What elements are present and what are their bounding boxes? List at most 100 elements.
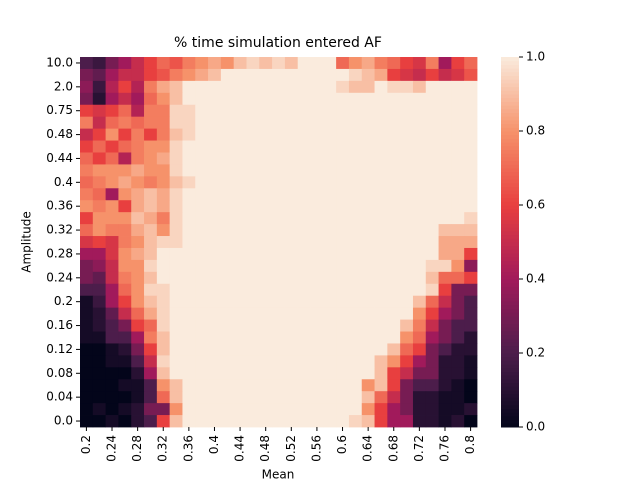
heatmap-cell	[92, 307, 107, 320]
heatmap-cell	[374, 307, 388, 320]
heatmap-cell	[464, 295, 478, 309]
heatmap-cell	[195, 188, 209, 201]
heatmap-cell	[425, 188, 439, 201]
heatmap-cell	[348, 271, 363, 285]
heatmap-cell	[284, 415, 299, 428]
heatmap-cell	[259, 176, 273, 189]
heatmap-cell	[105, 200, 119, 213]
heatmap-cell	[361, 259, 375, 273]
heatmap-cell	[169, 355, 183, 368]
heatmap-cell	[92, 236, 107, 249]
heatmap-cell	[297, 200, 311, 213]
heatmap-cell	[144, 319, 158, 332]
heatmap-cell	[246, 57, 260, 70]
heatmap-cell	[208, 80, 222, 94]
heatmap-cell	[92, 188, 107, 201]
heatmap-cell	[195, 247, 209, 261]
heatmap-cell	[272, 319, 286, 332]
y-tick-label: 0.32	[46, 223, 73, 237]
x-tick-label: 0.52	[284, 435, 298, 462]
heatmap-cell	[92, 80, 107, 94]
heatmap-cell	[272, 307, 286, 320]
heatmap-cell	[297, 355, 311, 368]
heatmap-cell	[169, 176, 183, 189]
heatmap-cell	[169, 236, 183, 249]
heatmap-cell	[105, 271, 119, 285]
heatmap-cell	[272, 57, 286, 70]
heatmap-cell	[284, 104, 299, 118]
heatmap-cell	[412, 367, 427, 380]
heatmap-cell	[425, 212, 439, 225]
heatmap-cell	[233, 116, 247, 130]
heatmap-cell	[105, 319, 119, 332]
x-tick-label: 0.68	[386, 435, 400, 462]
heatmap-cell	[156, 379, 171, 392]
heatmap-cell	[246, 307, 260, 320]
heatmap-cell	[105, 224, 119, 237]
heatmap-cell	[464, 224, 478, 237]
heatmap-cell	[105, 415, 119, 428]
colorbar-segment	[501, 108, 519, 113]
colorbar-segment	[501, 267, 519, 273]
heatmap-cell	[438, 343, 452, 356]
heatmap-cell	[451, 176, 465, 189]
heatmap-cell	[438, 80, 452, 94]
heatmap-cell	[297, 319, 311, 332]
heatmap-cell	[246, 379, 260, 392]
heatmap-cell	[323, 319, 337, 332]
heatmap-cell	[400, 164, 414, 177]
heatmap-cell	[169, 271, 183, 285]
colorbar-segment	[501, 323, 519, 328]
heatmap-cell	[92, 415, 107, 428]
colorbar-segment	[501, 419, 519, 424]
heatmap-cell	[272, 403, 286, 416]
heatmap-cell	[131, 57, 145, 70]
heatmap-cell	[169, 80, 183, 94]
heatmap-cell	[284, 319, 299, 332]
heatmap-cell	[310, 355, 324, 368]
heatmap-cell	[310, 415, 324, 428]
heatmap-cell	[118, 367, 132, 380]
heatmap-cell	[284, 236, 299, 249]
heatmap-cell	[284, 128, 299, 141]
heatmap-cell	[259, 307, 273, 320]
heatmap-cell	[169, 128, 183, 141]
colorbar-segment	[501, 219, 519, 224]
heatmap-cell	[208, 176, 222, 189]
heatmap-cell	[451, 92, 465, 106]
colorbar-segment	[501, 264, 519, 269]
heatmap-cell	[438, 331, 452, 344]
heatmap-cell	[451, 188, 465, 201]
heatmap-cell	[144, 116, 158, 130]
heatmap-cell	[400, 68, 414, 82]
heatmap-cell	[169, 331, 183, 344]
heatmap-cell	[169, 259, 183, 273]
heatmap-cell	[92, 68, 107, 82]
heatmap-cell	[451, 57, 465, 70]
heatmap-cell	[374, 80, 388, 94]
heatmap-cell	[118, 283, 132, 297]
heatmap-cell	[438, 236, 452, 249]
heatmap-cell	[297, 176, 311, 189]
heatmap-cell	[272, 224, 286, 237]
heatmap-cell	[195, 224, 209, 237]
heatmap-cell	[259, 247, 273, 261]
colorbar-segment	[501, 312, 519, 317]
heatmap-cell	[400, 104, 414, 118]
heatmap-cell	[297, 367, 311, 380]
heatmap-cell	[233, 331, 247, 344]
heatmap-cell	[118, 271, 132, 285]
heatmap-cell	[80, 116, 94, 130]
heatmap-cell	[182, 271, 196, 285]
heatmap-cell	[92, 152, 107, 165]
heatmap-cell	[144, 224, 158, 237]
heatmap-cell	[310, 80, 324, 94]
colorbar-segment	[501, 327, 519, 332]
x-tick-label: 0.28	[130, 435, 144, 462]
heatmap-cell	[118, 116, 132, 130]
heatmap-cell	[400, 295, 414, 309]
heatmap-cell	[323, 403, 337, 416]
heatmap-cell	[233, 80, 247, 94]
heatmap-cell	[131, 283, 145, 297]
heatmap-cell	[195, 68, 209, 82]
